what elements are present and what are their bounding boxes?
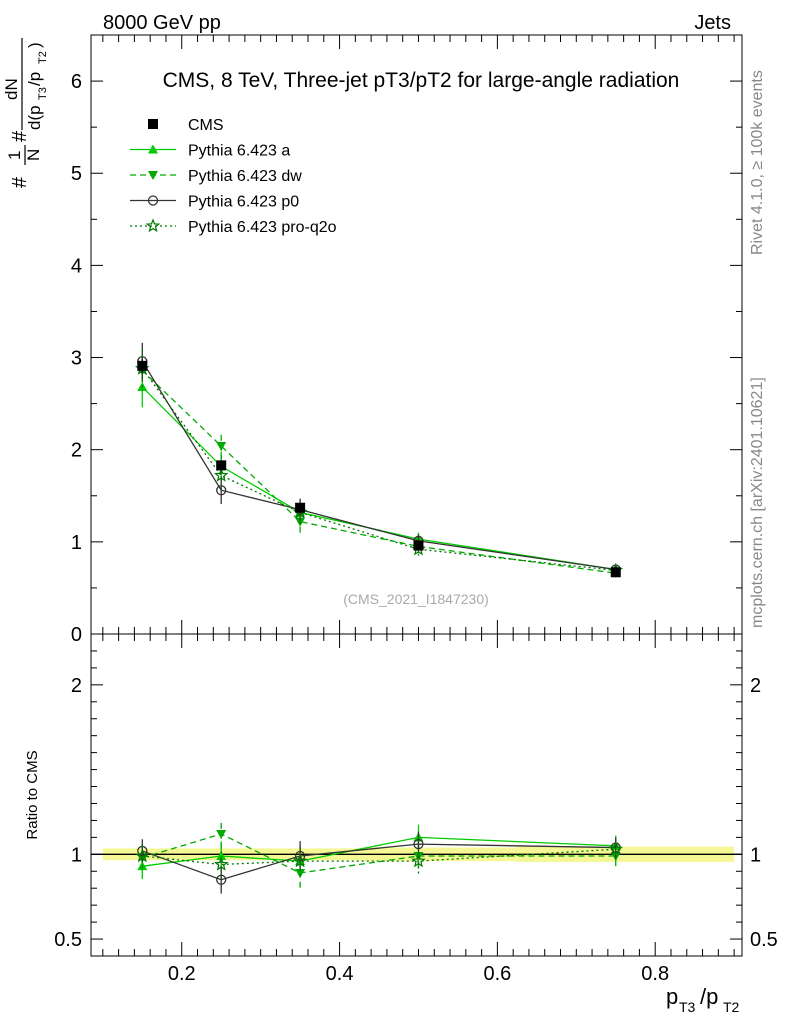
ratio-point	[608, 841, 624, 856]
legend-marker	[148, 144, 158, 154]
y-tick-label: 6	[71, 71, 82, 93]
data-point	[610, 567, 621, 578]
svg-text:T2: T2	[723, 999, 740, 1015]
x-axis-label: p T3 /p T2	[666, 984, 740, 1015]
y-tick-label: 3	[71, 348, 82, 370]
ratio-point	[216, 829, 227, 839]
svg-text:#: #	[9, 176, 31, 188]
ratio-point	[295, 868, 306, 878]
legend-marker	[148, 171, 158, 180]
ratio-y-tick-label-right: 0.5	[750, 929, 778, 951]
x-tick-label: 0.6	[483, 963, 511, 985]
ratio-y-axis-label: Ratio to CMS	[24, 750, 41, 839]
svg-text:d(p: d(p	[25, 105, 44, 130]
ratio-y-tick-label-right: 2	[750, 675, 761, 697]
svg-text:T3: T3	[37, 87, 49, 100]
chart-title: CMS, 8 TeV, Three-jet pT3/pT2 for large-…	[163, 69, 680, 92]
ratio-y-tick-label-left: 2	[71, 675, 82, 697]
ratio-axis-ticks: 0.5 0.5 1 1 2 2 0.2 0.4 0.6 0.8	[54, 633, 778, 985]
svg-text:): )	[25, 42, 44, 48]
ratio-point	[135, 848, 150, 863]
y-tick-label: 4	[71, 255, 82, 277]
x-tick-label: 0.8	[641, 963, 669, 985]
ratio-plot-frame	[90, 633, 743, 957]
ratio-y-tick-label-left: 0.5	[54, 929, 82, 951]
y-tick-label: 0	[71, 624, 82, 646]
x-tick-label: 0.4	[326, 963, 354, 985]
svg-text:dN: dN	[2, 78, 21, 100]
series-point	[216, 485, 227, 496]
legend-label: Pythia 6.423 a	[188, 143, 290, 160]
ratio-panel: 0.5 0.5 1 1 2 2 0.2 0.4 0.6 0.8	[54, 633, 778, 985]
main-panel: 0 1 2 3 4 5 6 CMS, 8 TeV, Three-jet pT3/pT2 fo…	[71, 34, 743, 646]
ratio-point	[216, 874, 227, 885]
ratio-y-tick-label-left: 1	[71, 844, 82, 866]
x-tick-label: 0.2	[168, 963, 196, 985]
svg-text:p: p	[666, 984, 678, 1009]
ratio-point	[411, 853, 426, 868]
ratio-point	[413, 838, 424, 850]
svg-text:N: N	[24, 149, 43, 161]
ratio-series-group	[135, 819, 624, 894]
data-points-group	[137, 359, 621, 578]
legend-label: Pythia 6.423 pro-q2o	[188, 219, 337, 236]
ratio-point	[213, 856, 229, 871]
header-process-label: Jets	[694, 12, 731, 34]
series-point	[216, 442, 227, 452]
data-point	[216, 460, 227, 471]
legend-marker	[145, 218, 161, 233]
legend-label: Pythia 6.423 p0	[188, 194, 299, 211]
svg-text:/p: /p	[700, 984, 718, 1009]
y-tick-label: 5	[71, 163, 82, 185]
svg-text:T2: T2	[37, 51, 49, 64]
analysis-id-label: (CMS_2021_I1847230)	[343, 591, 489, 607]
ratio-y-tick-label-right: 1	[750, 844, 761, 866]
data-point	[295, 502, 306, 513]
legend-marker	[148, 119, 158, 129]
data-point	[413, 540, 424, 551]
mcplots-source-label: mcplots.cern.ch [arXiv:2401.10621]	[749, 377, 766, 628]
rivet-version-label: Rivet 4.1.0, ≥ 100k events	[749, 70, 766, 255]
svg-text:T3: T3	[679, 999, 696, 1015]
legend-marker	[147, 195, 159, 206]
svg-text:#: #	[9, 130, 31, 142]
y-axis-label: # 1 N # dN d(p T3 /p T2 )	[2, 38, 49, 188]
main-axis-ticks: 0 1 2 3 4 5 6	[71, 34, 742, 646]
series-line-1	[141, 369, 616, 574]
legend-label: CMS	[188, 117, 224, 134]
y-tick-label: 1	[71, 532, 82, 554]
ratio-point	[216, 851, 227, 861]
series-point	[213, 467, 229, 482]
svg-text:1: 1	[5, 151, 24, 160]
header-energy-label: 8000 GeV pp	[103, 12, 221, 34]
legend: CMS Pythia 6.423 a Pythia 6.423 dw Pythia 6…	[130, 117, 337, 236]
data-point	[137, 360, 148, 371]
legend-label: Pythia 6.423 dw	[188, 168, 302, 185]
series-line-3	[141, 368, 616, 572]
svg-text:/p: /p	[25, 72, 44, 86]
y-tick-label: 2	[71, 440, 82, 462]
ratio-point	[292, 853, 308, 868]
